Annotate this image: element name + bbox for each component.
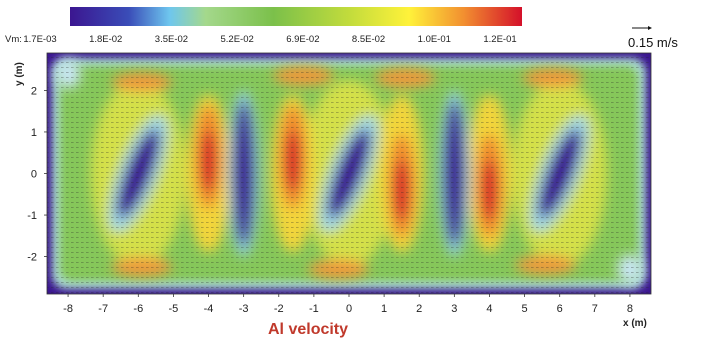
chart-title: Al velocity xyxy=(268,321,348,338)
y-tick-4: -2 xyxy=(27,252,37,264)
x-tick-14: 6 xyxy=(557,303,563,315)
x-axis-title: x (m) xyxy=(623,318,647,329)
x-tick-15: 7 xyxy=(592,303,598,315)
x-tick-13: 5 xyxy=(522,303,528,315)
x-tick-3: -5 xyxy=(169,303,179,315)
x-tick-5: -3 xyxy=(239,303,249,315)
y-tick-3: -1 xyxy=(27,210,37,222)
reference-vector-label: 0.15 m/s xyxy=(628,35,678,50)
x-tick-10: 2 xyxy=(416,303,422,315)
heatmap-field xyxy=(47,53,651,294)
colorbar-tick-1: 1.8E-02 xyxy=(89,34,122,45)
colorbar xyxy=(70,7,522,26)
y-axis-title: y (m) xyxy=(14,62,25,86)
x-tick-16: 8 xyxy=(627,303,633,315)
x-tick-4: -4 xyxy=(204,303,214,315)
colorbar-tick-labels: 1.7E-03 1.8E-02 3.5E-02 5.2E-02 6.9E-02 8.5E-… xyxy=(23,34,516,45)
colorbar-tick-5: 8.5E-02 xyxy=(352,34,385,45)
colorbar-tick-3: 5.2E-02 xyxy=(221,34,254,45)
colorbar-variable-label: Vm: xyxy=(5,34,22,45)
x-tick-11: 3 xyxy=(451,303,457,315)
x-tick-7: -1 xyxy=(309,303,319,315)
x-tick-2: -6 xyxy=(133,303,143,315)
x-tick-1: -7 xyxy=(98,303,108,315)
colorbar-tick-0: 1.7E-03 xyxy=(23,34,56,45)
x-tick-6: -2 xyxy=(274,303,284,315)
x-tick-8: 0 xyxy=(346,303,352,315)
colorbar-tick-4: 6.9E-02 xyxy=(286,34,319,45)
x-axis-tick-labels: -8 -7 -6 -5 -4 -3 -2 -1 0 1 2 3 4 5 6 7 8 xyxy=(63,294,633,315)
reference-vector: 0.15 m/s xyxy=(628,26,678,50)
y-tick-2: 0 xyxy=(31,169,37,181)
y-tick-1: 1 xyxy=(31,127,37,139)
colorbar-tick-6: 1.0E-01 xyxy=(418,34,451,45)
x-tick-0: -8 xyxy=(63,303,73,315)
colorbar-tick-2: 3.5E-02 xyxy=(155,34,188,45)
x-tick-9: 1 xyxy=(381,303,387,315)
y-axis-tick-labels: 2 1 0 -1 -2 xyxy=(27,85,47,264)
colorbar-tick-7: 1.2E-01 xyxy=(483,34,516,45)
x-tick-12: 4 xyxy=(486,303,492,315)
y-tick-0: 2 xyxy=(31,85,37,97)
